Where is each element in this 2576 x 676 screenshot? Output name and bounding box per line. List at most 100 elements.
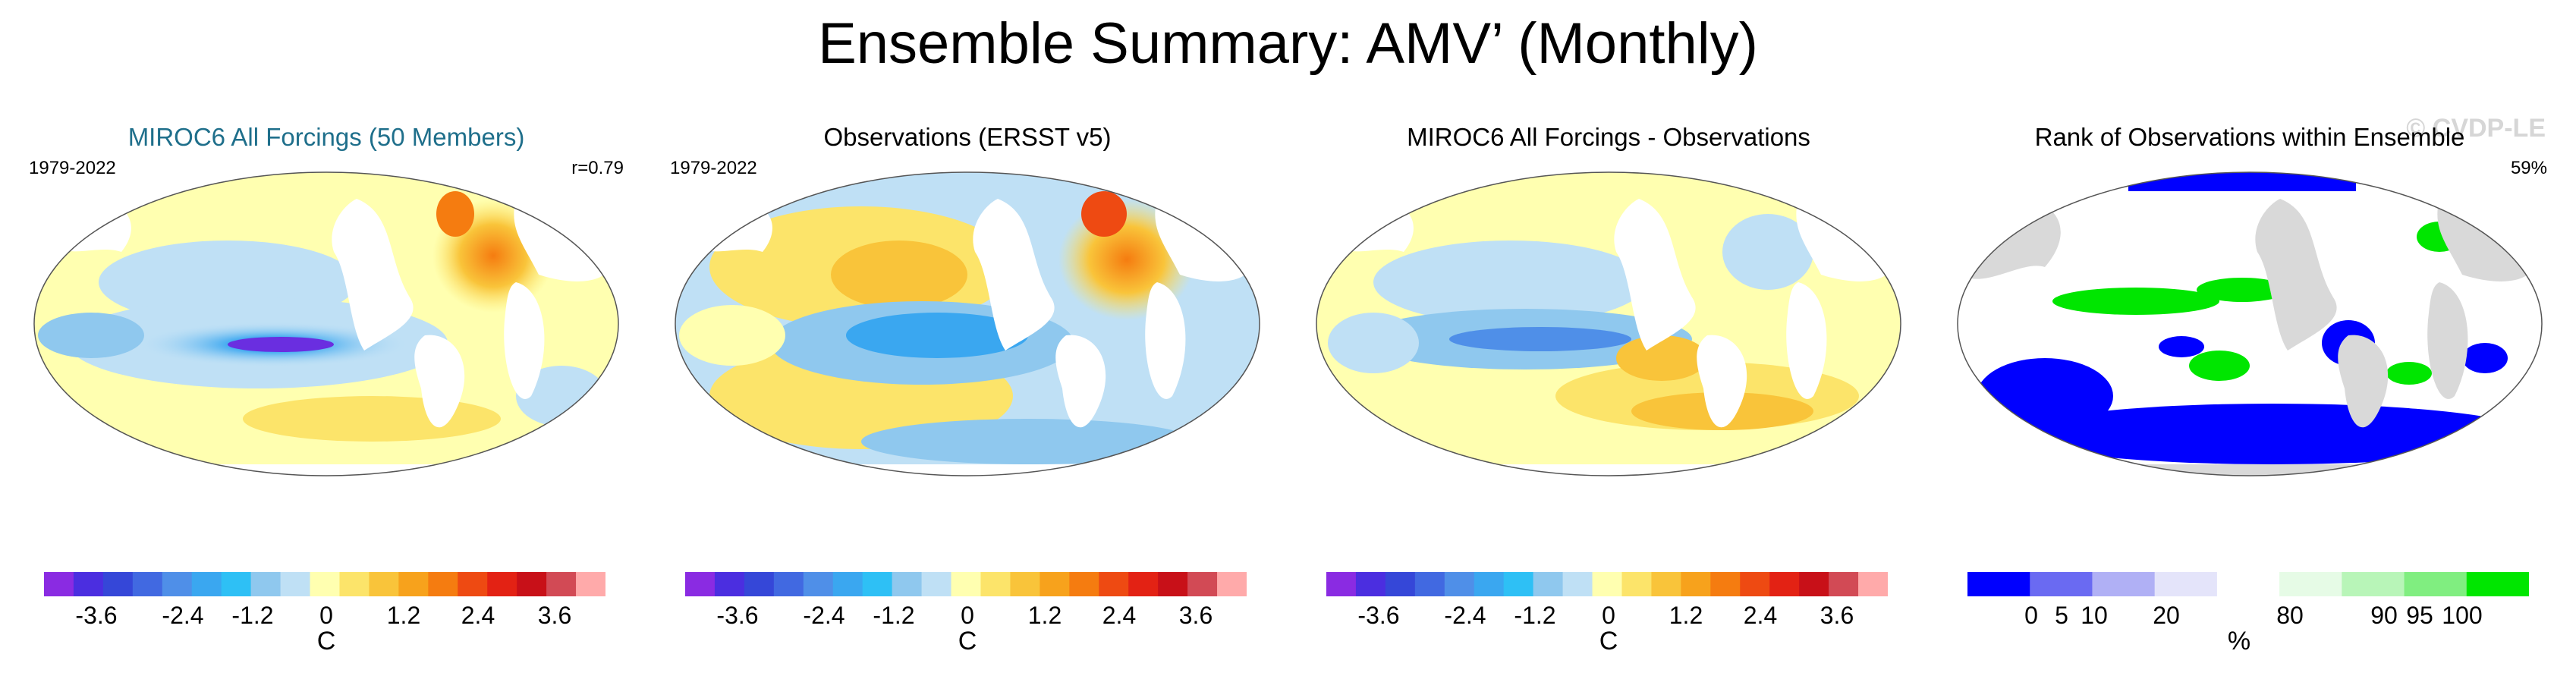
- panel-observations: Observations (ERSST v5) 1979-2022 -3.6 -…: [656, 114, 1279, 675]
- colorbar-swatch: [1621, 572, 1653, 596]
- colorbar-tick: 5: [2055, 602, 2068, 629]
- colorbar-tick: 2.4: [1743, 602, 1778, 629]
- map-rank: [1957, 171, 2543, 476]
- colorbar-swatch: [1503, 572, 1534, 596]
- colorbar-swatch: [1740, 572, 1770, 596]
- colorbar-tick: 2.4: [461, 602, 495, 629]
- colorbar-swatch: [1829, 572, 1859, 596]
- colorbar-swatch: [2030, 572, 2093, 596]
- colorbar: [1967, 572, 2530, 600]
- colorbar-swatch: [546, 572, 577, 596]
- colorbar-tick: 1.2: [1027, 602, 1062, 629]
- panel-title: MIROC6 All Forcings - Observations: [1407, 123, 1810, 151]
- colorbar-swatch: [1769, 572, 1800, 596]
- colorbar-swatch: [1040, 572, 1070, 596]
- period-label: 1979-2022: [670, 158, 757, 178]
- colorbar-swatch: [2154, 572, 2218, 596]
- panel-rank: © CVDP-LE Rank of Observations within En…: [1939, 114, 2561, 675]
- colorbar-tick: -3.6: [716, 602, 759, 629]
- panel-model-ensemble: MIROC6 All Forcings (50 Members) 1979-20…: [15, 114, 637, 675]
- colorbar-tick: 100: [2442, 602, 2483, 629]
- panel-difference: MIROC6 All Forcings - Observations -3.6 …: [1297, 114, 1920, 675]
- correlation-label: r=0.79: [571, 158, 624, 178]
- percent-label: 59%: [2510, 158, 2547, 178]
- colorbar-swatch: [803, 572, 834, 596]
- colorbar-tick: 3.6: [1178, 602, 1213, 629]
- colorbar-swatch: [369, 572, 399, 596]
- colorbar-unit: C: [1599, 627, 1618, 656]
- panel-title: Observations (ERSST v5): [823, 123, 1112, 151]
- colorbar-tick: -2.4: [1444, 602, 1486, 629]
- colorbar-swatch: [1444, 572, 1475, 596]
- colorbar: [44, 572, 606, 600]
- colorbar-tick: -2.4: [162, 602, 204, 629]
- colorbar-swatch: [1474, 572, 1505, 596]
- colorbar-tick: 3.6: [1820, 602, 1854, 629]
- colorbar-swatch: [2404, 572, 2467, 596]
- colorbar-tick: -1.2: [873, 602, 915, 629]
- colorbar-swatch: [162, 572, 193, 596]
- colorbar-swatch: [2342, 572, 2405, 596]
- colorbar-tick: 95: [2406, 602, 2433, 629]
- colorbar-swatch: [714, 572, 745, 596]
- colorbar-swatch: [1533, 572, 1564, 596]
- colorbar-swatches: [1967, 572, 2530, 596]
- colorbar-swatch: [1799, 572, 1829, 596]
- colorbar-swatch: [685, 572, 716, 596]
- colorbar-swatch: [862, 572, 893, 596]
- colorbar: [685, 572, 1247, 600]
- colorbar-swatch: [428, 572, 458, 596]
- colorbar-swatch: [980, 572, 1011, 596]
- colorbar-unit: C: [316, 627, 336, 656]
- colorbar-swatch: [310, 572, 341, 596]
- colorbar-swatch: [1858, 572, 1889, 596]
- colorbar-tick: 0: [961, 602, 974, 629]
- colorbar-tick: -2.4: [803, 602, 845, 629]
- colorbar-swatch: [191, 572, 222, 596]
- colorbar-swatch: [1355, 572, 1386, 596]
- colorbar-swatches: [44, 572, 606, 596]
- colorbar-swatch: [1651, 572, 1681, 596]
- colorbar-tick: 2.4: [1102, 602, 1137, 629]
- colorbar-swatch: [2279, 572, 2342, 596]
- colorbar-tick: -1.2: [231, 602, 274, 629]
- colorbar-tick: 0: [1602, 602, 1615, 629]
- colorbar-swatch: [221, 572, 252, 596]
- colorbar-swatch: [1710, 572, 1741, 596]
- colorbar-swatch: [1414, 572, 1445, 596]
- colorbar-swatch: [921, 572, 952, 596]
- colorbar-unit: C: [958, 627, 977, 656]
- map-observations: [675, 171, 1260, 476]
- period-label: 1979-2022: [29, 158, 116, 178]
- colorbar-swatch: [44, 572, 74, 596]
- map-difference: [1316, 171, 1901, 476]
- colorbar-swatches: [1326, 572, 1889, 596]
- colorbar-tick: 0: [2024, 602, 2038, 629]
- colorbar-swatch: [1217, 572, 1247, 596]
- colorbar-swatch: [339, 572, 370, 596]
- colorbar-swatches: [685, 572, 1247, 596]
- colorbar-tick: -3.6: [75, 602, 118, 629]
- colorbar-tick: -1.2: [1514, 602, 1556, 629]
- colorbar-swatch: [517, 572, 547, 596]
- colorbar-swatch: [1128, 572, 1159, 596]
- colorbar-swatch: [250, 572, 282, 596]
- colorbar-swatch: [744, 572, 775, 596]
- colorbar-swatch: [951, 572, 982, 596]
- colorbar-swatch: [2466, 572, 2530, 596]
- colorbar-swatch: [1099, 572, 1129, 596]
- colorbar-swatch: [1592, 572, 1623, 596]
- colorbar-tick: 90: [2370, 602, 2398, 629]
- colorbar-swatch: [1385, 572, 1416, 596]
- panel-title: Rank of Observations within Ensemble: [2034, 123, 2465, 151]
- figure-title: Ensemble Summary: AMV’ (Monthly): [818, 11, 1758, 76]
- colorbar-swatch: [2216, 572, 2280, 596]
- colorbar-swatch: [132, 572, 163, 596]
- colorbar-tick: 0: [319, 602, 333, 629]
- colorbar-swatch: [1187, 572, 1218, 596]
- colorbar-swatch: [1010, 572, 1040, 596]
- colorbar-tick: 1.2: [386, 602, 421, 629]
- colorbar-swatch: [2092, 572, 2156, 596]
- colorbar-unit: %: [2227, 627, 2251, 656]
- colorbar-swatch: [102, 572, 134, 596]
